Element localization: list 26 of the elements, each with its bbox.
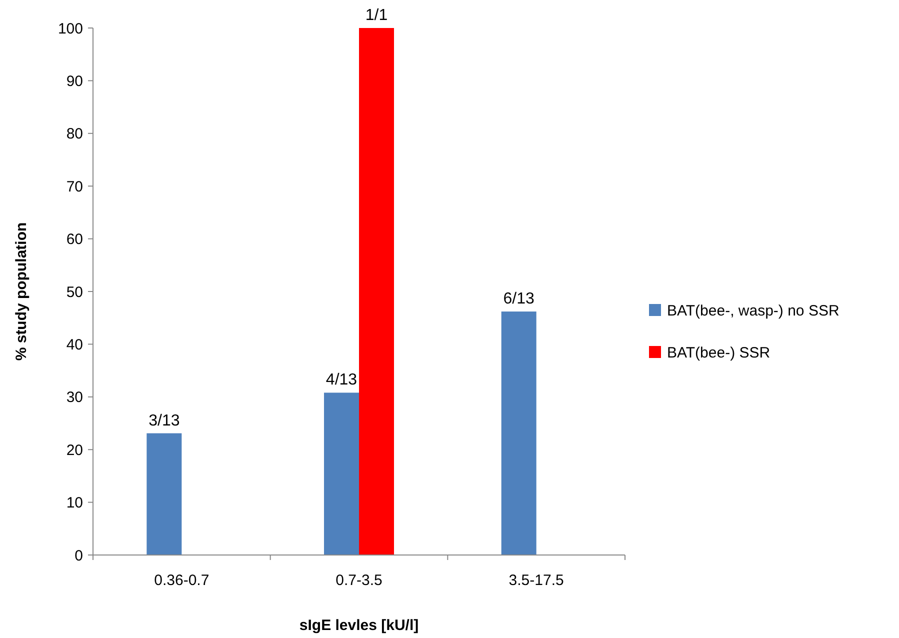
bar (146, 433, 182, 555)
data-label: 3/13 (148, 412, 180, 430)
data-label: 4/13 (326, 372, 358, 389)
y-tick-label: 60 (66, 231, 83, 248)
y-tick-label: 70 (66, 178, 83, 196)
y-tick-label: 100 (58, 20, 83, 38)
y-tick-label: 80 (66, 126, 83, 143)
bar (359, 28, 394, 555)
y-tick-label: 50 (66, 284, 83, 301)
y-tick-label: 10 (66, 494, 83, 512)
y-tick-label: 30 (66, 389, 83, 406)
legend-label: BAT(bee-) SSR (667, 344, 770, 362)
x-tick-label: 0.7-3.5 (336, 572, 382, 589)
bar (501, 312, 536, 555)
data-label: 1/1 (365, 7, 388, 24)
y-axis-title: % study population (13, 222, 30, 361)
legend-label: BAT(bee-, wasp-) no SSR (667, 302, 840, 320)
y-tick-label: 0 (74, 547, 83, 564)
data-label: 6/13 (503, 290, 535, 308)
y-tick-label: 40 (66, 336, 83, 354)
y-tick-label: 20 (66, 442, 83, 459)
x-tick-label: 0.36-0.7 (154, 572, 210, 589)
bar (324, 392, 359, 555)
y-tick-label: 90 (66, 72, 83, 90)
x-axis-title: sIgE levles [kU/l] (299, 617, 419, 634)
x-tick-label: 3.5-17.5 (508, 572, 564, 589)
